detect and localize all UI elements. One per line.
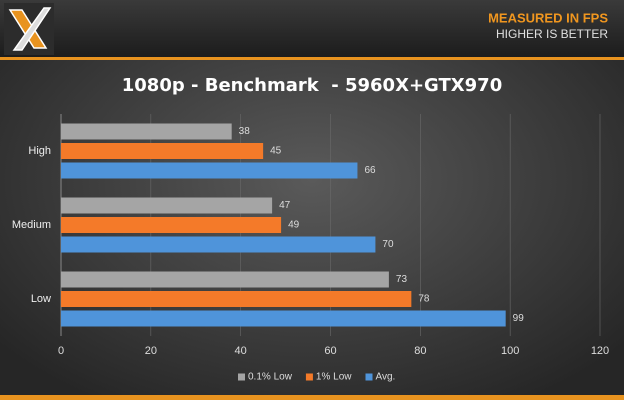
bar bbox=[61, 123, 232, 140]
header-note: HIGHER IS BETTER bbox=[496, 27, 608, 41]
data-label: 38 bbox=[239, 126, 251, 137]
data-label: 45 bbox=[270, 146, 282, 157]
x-tick-label: 100 bbox=[501, 345, 519, 357]
y-tick-label: High bbox=[28, 145, 51, 157]
bar bbox=[61, 162, 358, 179]
x-tick-label: 40 bbox=[235, 345, 247, 357]
bar bbox=[61, 197, 273, 214]
data-label: 70 bbox=[382, 239, 394, 250]
logo-stroke bbox=[12, 7, 52, 51]
data-label: 99 bbox=[513, 313, 525, 324]
x-tick-label: 80 bbox=[414, 345, 426, 357]
x-tick-label: 120 bbox=[591, 345, 609, 357]
x-tick-label: 20 bbox=[145, 345, 157, 357]
header-rule bbox=[0, 57, 624, 60]
bar bbox=[61, 271, 389, 288]
legend-label: Avg. bbox=[376, 372, 396, 383]
bar bbox=[61, 291, 412, 307]
bar bbox=[61, 217, 282, 233]
legend-swatch bbox=[238, 373, 245, 381]
x-tick-label: 0 bbox=[58, 345, 64, 357]
data-label: 47 bbox=[279, 200, 291, 211]
legend-swatch bbox=[365, 373, 373, 381]
footer-rule bbox=[0, 395, 624, 400]
y-tick-label: Low bbox=[31, 293, 51, 305]
legend-label: 0.1% Low bbox=[248, 372, 293, 383]
y-tick-label: Medium bbox=[12, 219, 51, 231]
data-label: 66 bbox=[364, 165, 376, 176]
x-tick-label: 60 bbox=[324, 345, 336, 357]
bar bbox=[61, 310, 506, 327]
data-label: 78 bbox=[418, 294, 430, 305]
data-label: 73 bbox=[396, 274, 408, 285]
legend-label: 1% Low bbox=[316, 372, 352, 383]
data-label: 49 bbox=[288, 220, 300, 231]
legend-swatch bbox=[305, 373, 313, 381]
bar bbox=[61, 236, 376, 253]
bar bbox=[61, 143, 264, 159]
header-note: MEASURED IN FPS bbox=[488, 10, 608, 25]
chart-title: 1080p - Benchmark - 5960X+GTX970 bbox=[122, 75, 502, 96]
header-band bbox=[0, 0, 624, 58]
logo bbox=[4, 3, 54, 55]
